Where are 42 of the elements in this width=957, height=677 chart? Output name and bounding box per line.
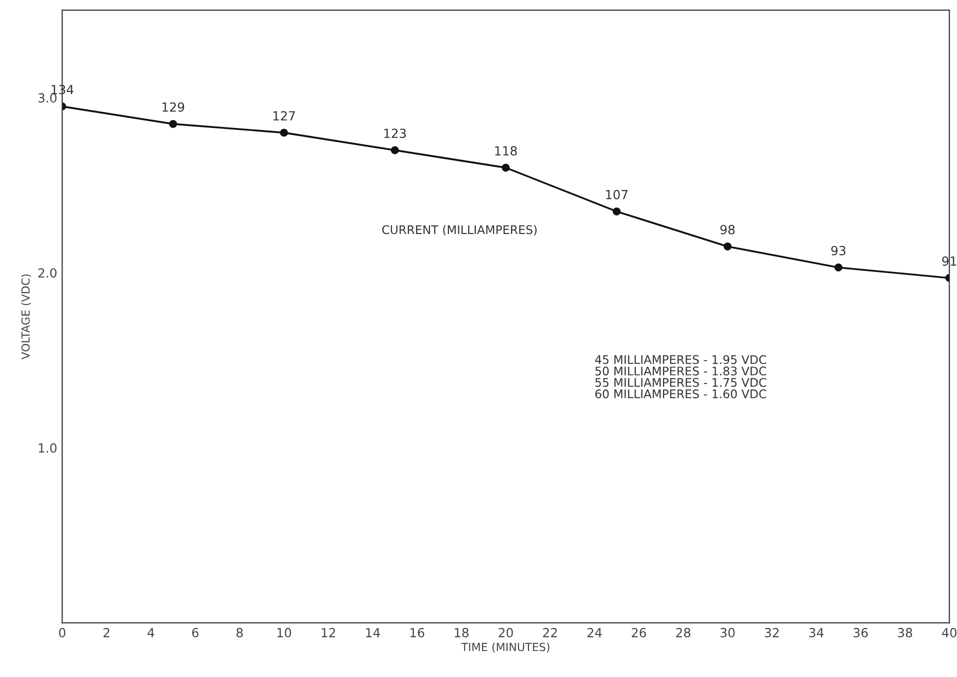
annotation: 118 (495, 146, 517, 156)
x-tick-label: 28 (676, 628, 690, 638)
x-tick-label: 36 (854, 628, 868, 638)
x-tick-label: 4 (148, 628, 154, 638)
x-tick-label: 10 (277, 628, 292, 638)
x-tick-label: 24 (587, 628, 602, 638)
x-tick-label: 14 (366, 628, 380, 638)
annotation: 98 (720, 224, 735, 234)
x-tick-label: 20 (498, 628, 513, 638)
point (612, 207, 621, 216)
annotation: 127 (273, 111, 295, 120)
y-tick-label: 1.0 (38, 443, 57, 453)
annotation: CURRENT (MILLIAMPERES) (382, 225, 537, 236)
x-tick-label: 22 (543, 628, 557, 638)
x-tick-label: 26 (632, 628, 646, 638)
x-tick-label: 12 (322, 628, 336, 638)
annotation: 107 (606, 190, 628, 200)
point (169, 120, 178, 128)
x-tick-label: 18 (454, 628, 469, 638)
x-tick-label: 16 (410, 628, 424, 638)
annotation: 45 MILLIAMPERES - 1.95 VDC 50 MILLIAMPERES - 1.83 VDC 55 MILLIAMPERES - 1.75 VDC 60 MILLIAMPERES - 1.60 VDC (595, 355, 766, 398)
x-tick-label: 8 (236, 628, 243, 638)
y-axis-title: VOLTAGE (VDC) (21, 274, 32, 360)
point (280, 128, 288, 137)
x-tick-label: 32 (764, 628, 779, 638)
x-tick-label: 2 (104, 628, 110, 638)
point (502, 164, 510, 172)
annotation: 129 (162, 102, 184, 112)
y-tick-label: 2.0 (38, 268, 57, 278)
y-tick-label: 3.0 (38, 93, 57, 103)
x-tick-label: 0 (59, 628, 66, 638)
point (390, 146, 399, 154)
x-axis-title: TIME (MINUTES) (461, 642, 550, 652)
point (724, 242, 732, 250)
point (834, 263, 842, 272)
annotation: 93 (831, 246, 846, 256)
annotation: 123 (384, 128, 406, 138)
x-tick-label: 34 (809, 628, 824, 638)
x-tick-label: 40 (942, 628, 956, 638)
x-tick-label: 30 (720, 628, 735, 638)
x-tick-label: 6 (192, 628, 198, 638)
x-tick-label: 38 (898, 628, 912, 638)
